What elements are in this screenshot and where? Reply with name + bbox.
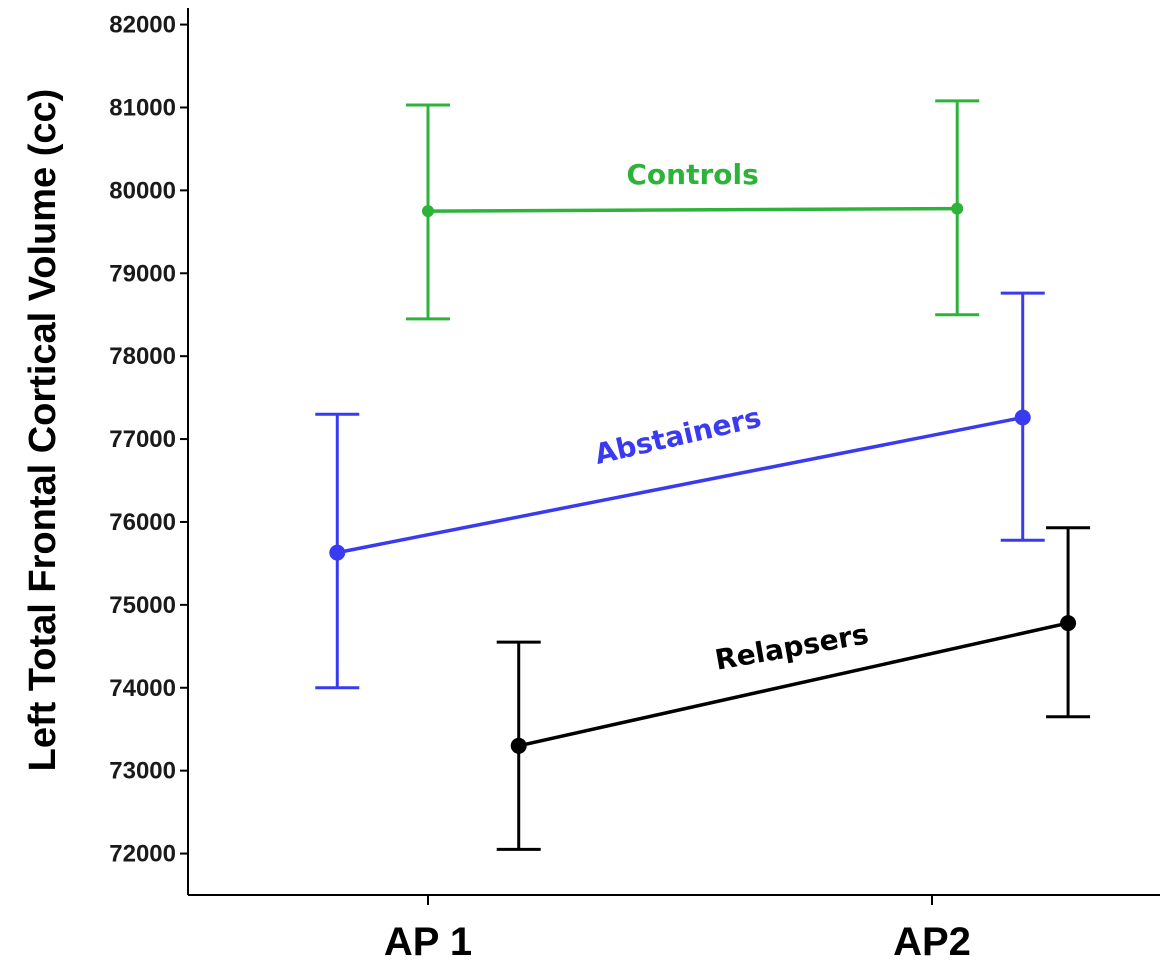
y-tick-label: 76000	[109, 509, 176, 536]
series-relapsers	[496, 526, 1091, 851]
data-point	[1060, 615, 1077, 632]
data-point	[951, 202, 964, 215]
x-tick-label: AP2	[893, 920, 971, 964]
series-line	[336, 415, 1024, 555]
y-tick-label: 72000	[109, 841, 176, 868]
y-tick-label: 73000	[109, 758, 176, 785]
data-point	[510, 737, 527, 754]
y-tick-label: 81000	[109, 94, 176, 121]
y-tick-label: 80000	[109, 177, 176, 204]
axes: 72000 73000 74000 75000 76000 77000 78000 79000…	[109, 8, 1160, 964]
plot-area	[315, 99, 1091, 851]
y-axis-title: Left Total Frontal Cortical Volume (cc)	[22, 89, 64, 772]
series-line	[427, 206, 958, 213]
data-point	[1014, 409, 1031, 426]
series-label-relapsers: Relapsers	[712, 617, 871, 676]
data-point	[422, 205, 434, 218]
y-tick-label: 78000	[109, 343, 176, 370]
y-tick-label: 74000	[109, 675, 176, 702]
y-tick-label: 75000	[109, 592, 176, 619]
x-tick-label: AP 1	[384, 920, 472, 964]
series-abstainers	[315, 291, 1045, 690]
y-tick-label: 79000	[109, 260, 176, 287]
y-tick-label: 77000	[109, 426, 176, 453]
y-tick-label: 82000	[109, 12, 176, 39]
series-controls	[406, 99, 980, 321]
series-line	[518, 621, 1069, 748]
series-label-controls: Controls	[626, 158, 758, 191]
series-label-abstainers: Abstainers	[591, 401, 764, 471]
data-point	[329, 544, 346, 561]
